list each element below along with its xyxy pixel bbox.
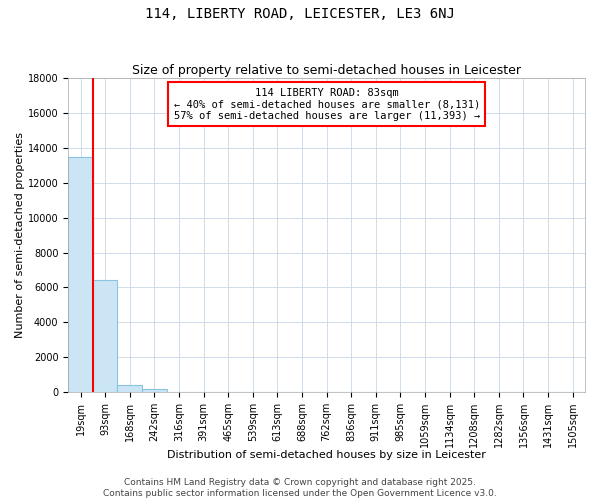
Bar [68,156,93,392]
Bar [118,385,142,392]
Text: 114, LIBERTY ROAD, LEICESTER, LE3 6NJ: 114, LIBERTY ROAD, LEICESTER, LE3 6NJ [145,8,455,22]
Y-axis label: Number of semi-detached properties: Number of semi-detached properties [15,132,25,338]
Bar [142,390,167,392]
Bar [93,280,118,392]
Text: Contains HM Land Registry data © Crown copyright and database right 2025.
Contai: Contains HM Land Registry data © Crown c… [103,478,497,498]
Title: Size of property relative to semi-detached houses in Leicester: Size of property relative to semi-detach… [132,64,521,77]
Text: 114 LIBERTY ROAD: 83sqm
← 40% of semi-detached houses are smaller (8,131)
57% of: 114 LIBERTY ROAD: 83sqm ← 40% of semi-de… [173,88,480,121]
X-axis label: Distribution of semi-detached houses by size in Leicester: Distribution of semi-detached houses by … [167,450,486,460]
